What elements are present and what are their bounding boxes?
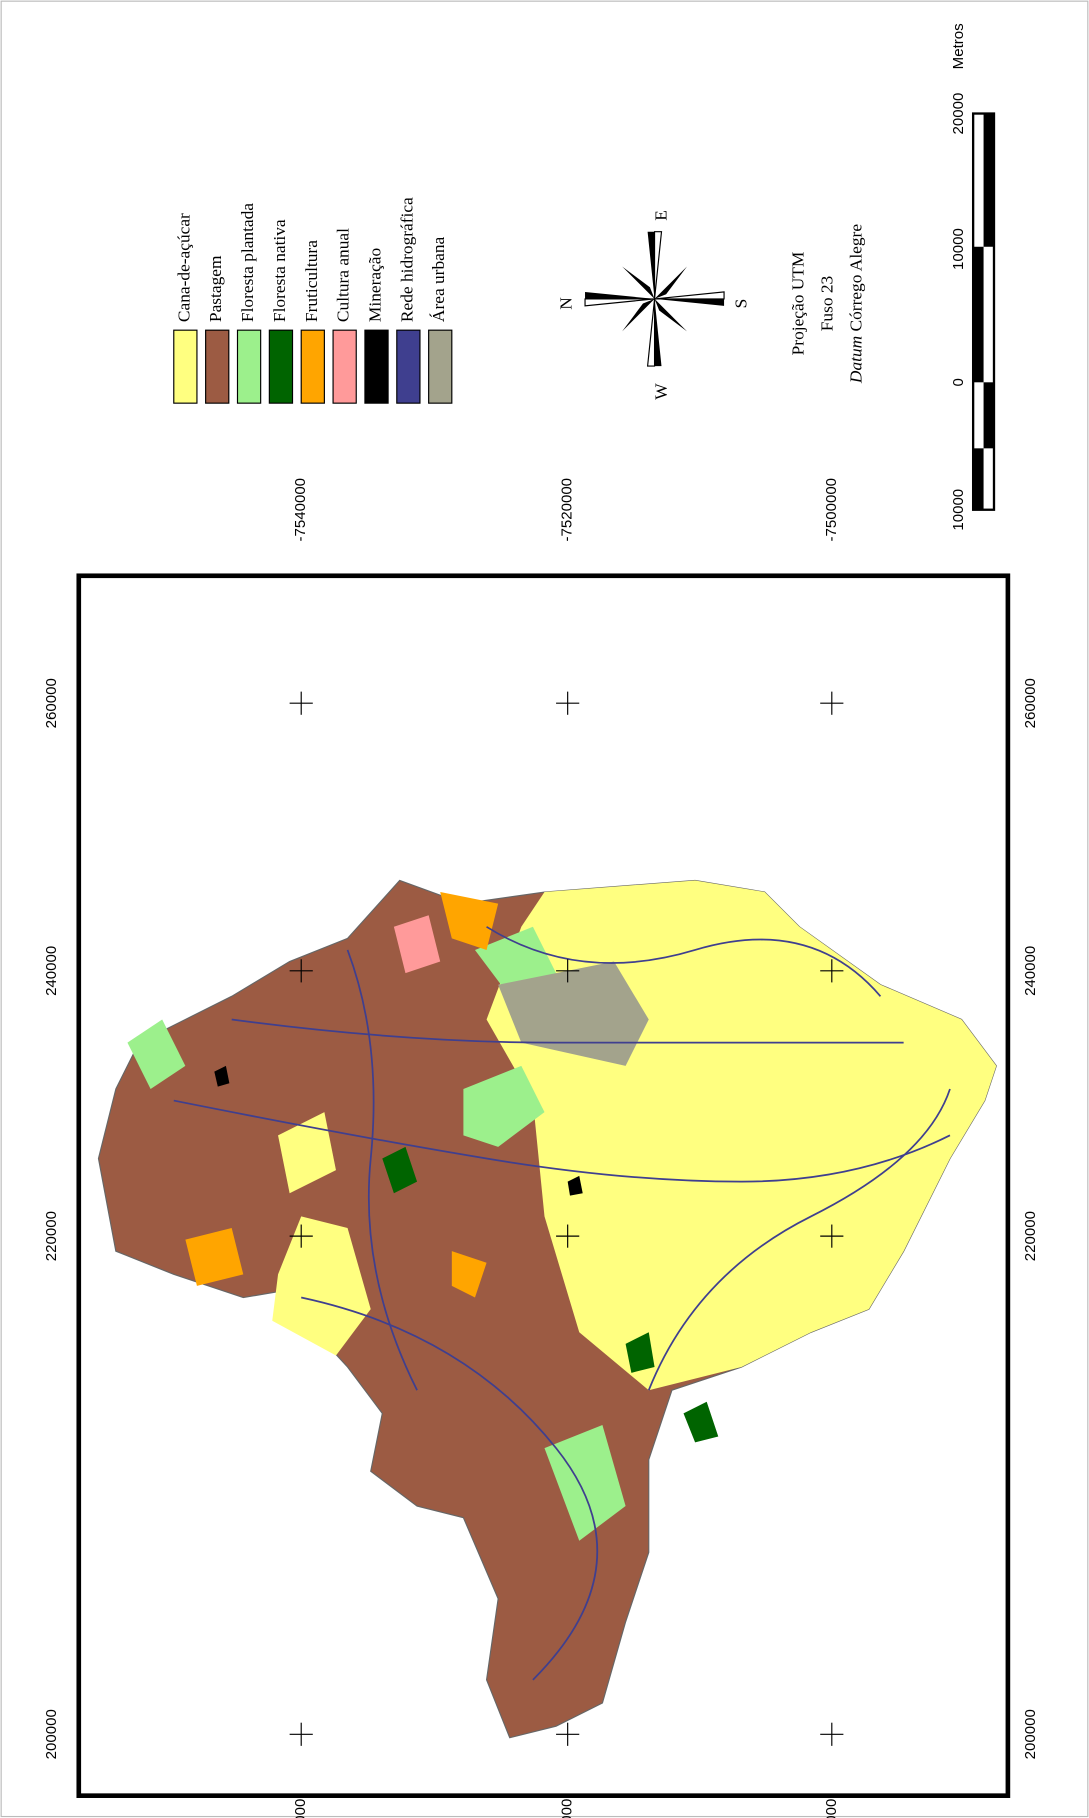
- legend-swatch: [365, 330, 388, 403]
- compass-w: W: [652, 383, 671, 400]
- legend-label: Área urbana: [429, 236, 448, 322]
- datum: Datum Córrego Alegre: [846, 224, 865, 384]
- legend-label: Rede hidrográfica: [397, 197, 416, 322]
- land-use-map: [98, 880, 996, 1737]
- datum-value: Córrego Alegre: [846, 224, 865, 332]
- scale-label: 10000: [950, 228, 967, 270]
- datum-label: Datum: [846, 336, 865, 384]
- easting-label: 220000: [1022, 1211, 1039, 1261]
- legend-swatch: [301, 330, 324, 403]
- scale-labels: 10000 0 10000 20000: [950, 93, 967, 531]
- scale-label: 20000: [950, 93, 967, 135]
- scale-label: 10000: [950, 489, 967, 531]
- easting-label: 220000: [43, 1211, 60, 1261]
- legend-swatch: [237, 330, 260, 403]
- legend-swatch: [429, 330, 452, 403]
- legend-swatch: [206, 330, 229, 403]
- legend-swatch: [174, 330, 197, 403]
- scale-unit: Metros: [950, 23, 967, 69]
- legend-label: Mineração: [365, 248, 384, 323]
- easting-label: 260000: [1022, 678, 1039, 728]
- legend-swatch: [269, 330, 292, 403]
- map-page: Cana-de-açúcar Pastagem Floresta plantada F…: [0, 0, 1089, 1818]
- compass-e: E: [652, 210, 671, 221]
- region: [684, 1402, 719, 1443]
- legend-label: Floresta nativa: [270, 219, 289, 322]
- projection: Projeção UTM: [788, 252, 807, 356]
- easting-label: 260000: [43, 678, 60, 728]
- northing-label: -7500000: [823, 478, 840, 542]
- easting-label: 240000: [43, 946, 60, 996]
- easting-label: 200000: [43, 1709, 60, 1759]
- scale-bar: [973, 114, 994, 510]
- legend: Cana-de-açúcar Pastagem Floresta plantada F…: [174, 197, 452, 403]
- northing-label: -7520000: [559, 478, 576, 542]
- legend-swatch: [397, 330, 420, 403]
- easting-label: 240000: [1022, 946, 1039, 996]
- compass: [585, 232, 724, 366]
- legend-label: Floresta plantada: [238, 203, 257, 322]
- northing-label: -7520000: [559, 1799, 576, 1818]
- easting-label: 200000: [1022, 1709, 1039, 1759]
- legend-label: Fruticultura: [302, 240, 321, 322]
- zone: Fuso 23: [817, 276, 836, 331]
- northing-label: -7500000: [823, 1799, 840, 1818]
- northing-label: -7540000: [292, 478, 309, 542]
- compass-n: N: [557, 297, 576, 310]
- scale-label: 0: [950, 378, 967, 386]
- legend-label: Cana-de-açúcar: [174, 213, 193, 322]
- legend-label: Cultura anual: [334, 228, 353, 322]
- map-layout: Cana-de-açúcar Pastagem Floresta plantada F…: [1, 1, 1088, 1818]
- legend-label: Pastagem: [206, 255, 225, 322]
- northing-label: -7540000: [292, 1799, 309, 1818]
- compass-s: S: [732, 299, 751, 309]
- legend-swatch: [333, 330, 356, 403]
